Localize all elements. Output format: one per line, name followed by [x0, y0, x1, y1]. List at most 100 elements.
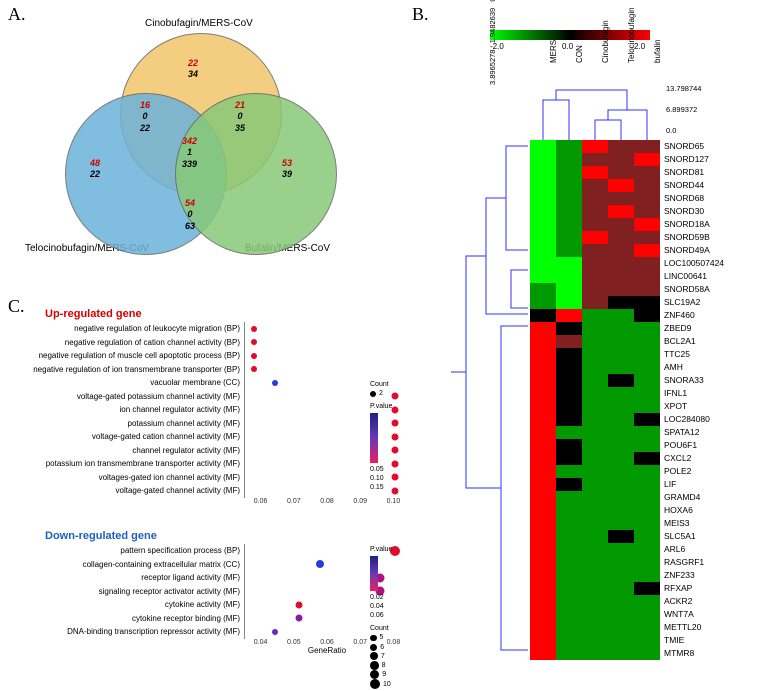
heatmap-cell — [582, 153, 608, 166]
heatmap-cell — [608, 634, 634, 647]
heatmap-cell — [608, 348, 634, 361]
heatmap-cell — [608, 426, 634, 439]
heatmap-cell — [582, 517, 608, 530]
heatmap-cell — [530, 387, 556, 400]
heatmap-cell — [634, 413, 660, 426]
dotplot-row: negative regulation of muscle cell apopt… — [10, 349, 410, 363]
heatmap-cell — [608, 257, 634, 270]
venn-val-tl: 16022 — [140, 100, 150, 134]
heatmap-cell — [530, 595, 556, 608]
heatmap-cell — [582, 413, 608, 426]
heatmap-cell — [582, 296, 608, 309]
heatmap-cell — [634, 504, 660, 517]
dotplot-down: Down-regulated gene pattern specificatio… — [10, 530, 410, 655]
dotplot-row-label: voltage-gated channel activity (MF) — [10, 486, 244, 495]
dotplot-point — [272, 629, 278, 635]
dotplot-point — [392, 447, 399, 454]
heatmap-row-label: TMIE — [664, 634, 724, 647]
heatmap-row-label: POLE2 — [664, 465, 724, 478]
dotplot-track — [244, 322, 410, 336]
dotplot-point — [392, 393, 399, 400]
dotplot-row: voltage-gated cation channel activity (M… — [10, 430, 410, 444]
heatmap-cell — [634, 543, 660, 556]
dotplot-row: voltages-gated ion channel activity (MF) — [10, 471, 410, 485]
heatmap-cell — [556, 387, 582, 400]
heatmap-cell — [530, 478, 556, 491]
heatmap-cell — [556, 283, 582, 296]
heatmap-cell — [608, 400, 634, 413]
heatmap-cell — [530, 257, 556, 270]
heatmap-cell — [608, 296, 634, 309]
heatmap-cell — [608, 244, 634, 257]
heatmap-cell — [608, 309, 634, 322]
dotplot-row: cytokine receptor binding (MF) — [10, 612, 410, 626]
heatmap-cell — [634, 634, 660, 647]
heatmap-cell — [530, 569, 556, 582]
dotplot-row-label: receptor ligand activity (MF) — [10, 573, 244, 582]
dotplot-up-axis: 0.060.070.080.090.10 — [244, 498, 410, 505]
heatmap-cell — [530, 309, 556, 322]
heatmap-cell — [634, 296, 660, 309]
heatmap-row-label: SNORD30 — [664, 205, 724, 218]
heatmap-cell — [634, 192, 660, 205]
heatmap-cell — [582, 179, 608, 192]
heatmap-cell — [530, 608, 556, 621]
heatmap-cell — [608, 179, 634, 192]
heatmap-cell — [582, 530, 608, 543]
heatmap-cell — [556, 413, 582, 426]
heatmap-col-label: bufalin — [653, 37, 662, 63]
heatmap-row-label: RFXAP — [664, 582, 724, 595]
heatmap-cell — [582, 582, 608, 595]
dotplot-point — [272, 380, 278, 386]
heatmap-cell — [634, 348, 660, 361]
heatmap-row-label: CXCL2 — [664, 452, 724, 465]
heatmap-cell — [608, 218, 634, 231]
dotplot-row-label: voltage-gated cation channel activity (M… — [10, 432, 244, 441]
dotplot-point — [392, 460, 399, 467]
heatmap-row-label: SNORD65 — [664, 140, 724, 153]
heatmap-cell — [582, 504, 608, 517]
heatmap-cell — [582, 192, 608, 205]
heatmap-cell — [556, 348, 582, 361]
heatmap-row-label: SPATA12 — [664, 426, 724, 439]
heatmap-cell — [634, 478, 660, 491]
heatmap-cell — [556, 439, 582, 452]
heatmap-cell — [608, 192, 634, 205]
heatmap-cell — [530, 140, 556, 153]
heatmap-cell — [582, 270, 608, 283]
heatmap-row-label: TTC25 — [664, 348, 724, 361]
dotplot-point — [296, 601, 303, 608]
heatmap-cell — [582, 361, 608, 374]
heatmap-cell — [556, 231, 582, 244]
heatmap-cell — [556, 335, 582, 348]
heatmap-cell — [634, 556, 660, 569]
heatmap-cell — [634, 608, 660, 621]
heatmap-cell — [530, 452, 556, 465]
heatmap-cell — [530, 218, 556, 231]
heatmap-cell — [608, 413, 634, 426]
heatmap-row-label: LIF — [664, 478, 724, 491]
heatmap-cell — [556, 621, 582, 634]
heatmap-cell — [530, 465, 556, 478]
dotplot-point — [251, 353, 257, 359]
heatmap-cell — [634, 426, 660, 439]
heatmap-cell — [530, 634, 556, 647]
heatmap-col-label: Telocinobufagin — [627, 37, 636, 63]
heatmap-cell — [582, 231, 608, 244]
venn-val-left: 4822 — [90, 158, 100, 181]
heatmap-cell — [634, 439, 660, 452]
heatmap-cell — [582, 374, 608, 387]
heatmap-row-label: SNORD68 — [664, 192, 724, 205]
heatmap-cell — [556, 205, 582, 218]
heatmap-cell — [556, 634, 582, 647]
heatmap-cell — [608, 556, 634, 569]
heatmap-cell — [582, 452, 608, 465]
heatmap-cell — [608, 478, 634, 491]
heatmap-cell — [608, 491, 634, 504]
dotplot-point — [251, 339, 257, 345]
dotplot-row: cytokine activity (MF) — [10, 598, 410, 612]
heatmap-cell — [530, 153, 556, 166]
heatmap-cell — [556, 517, 582, 530]
dotplot-row: voltage-gated channel activity (MF) — [10, 484, 410, 498]
dotplot-row: potassium channel activity (MF) — [10, 417, 410, 431]
